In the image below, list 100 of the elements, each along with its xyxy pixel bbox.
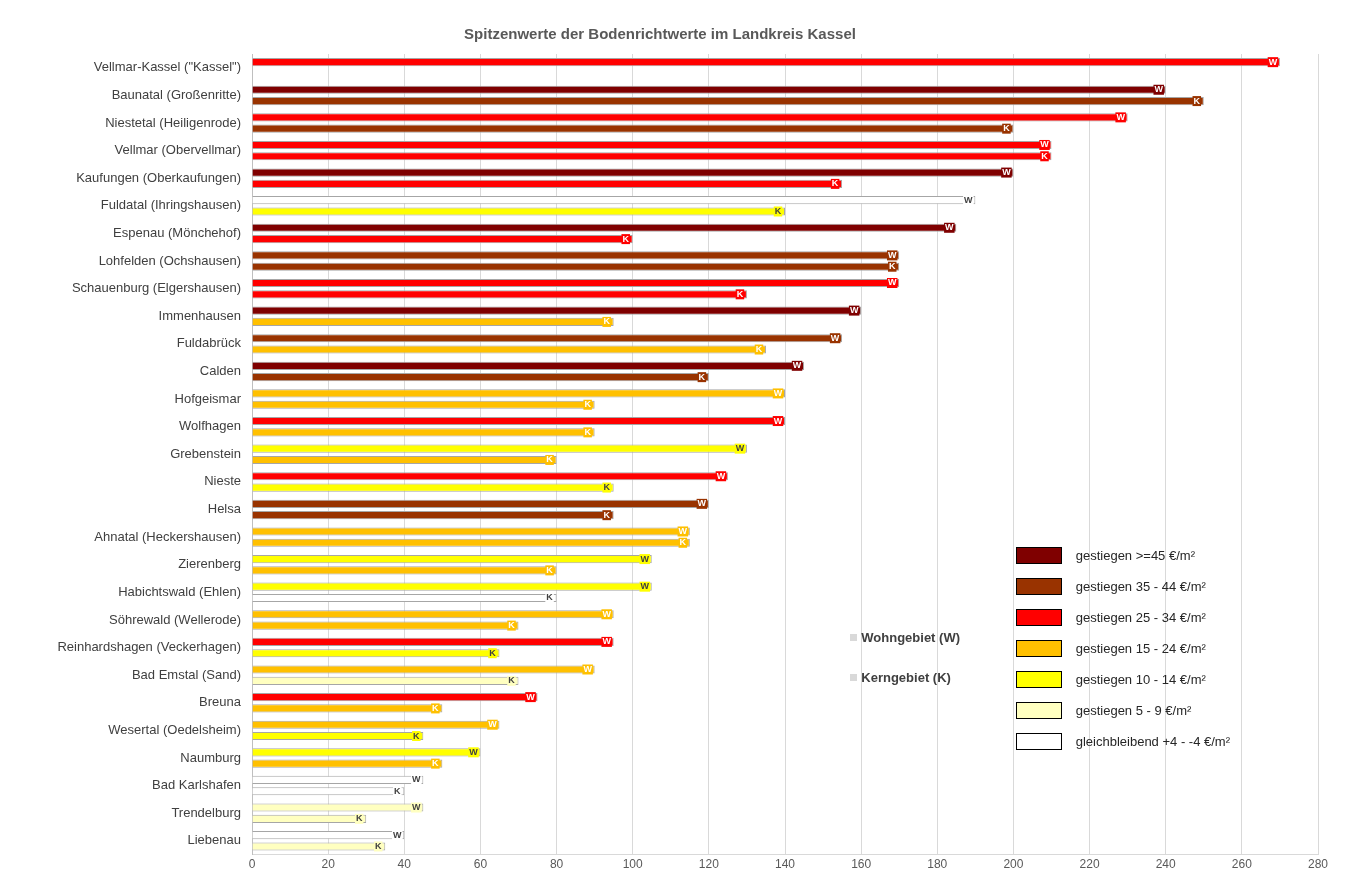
data-label: W	[887, 249, 897, 260]
data-label: K	[355, 813, 363, 824]
y-tick-label: Baunatal (Großenritte)	[111, 86, 241, 102]
y-tick-label: Wolfhagen	[179, 418, 241, 434]
y-tick-label: Söhrewald (Wellerode)	[109, 611, 241, 627]
chart-title: Spitzenwerte der Bodenrichtwerte im Landkreis Kassel	[464, 25, 856, 43]
y-tick-label: Schauenburg (Elgershausen)	[71, 280, 241, 296]
y-tick-label: Trendelburg	[171, 804, 241, 820]
data-label: K	[432, 702, 440, 713]
y-tick-label: Fuldabrück	[176, 335, 242, 351]
data-label: W	[887, 277, 897, 288]
text: Wohngebiet (W)	[861, 629, 960, 645]
x-tick-label: 100	[622, 857, 644, 872]
y-tick-label: Ahnatal (Heckershausen)	[94, 528, 241, 544]
y-tick-label: Liebenau	[187, 832, 241, 848]
data-label: K	[546, 454, 554, 465]
y-tick-label: Calden	[199, 363, 241, 379]
data-label: W	[488, 719, 498, 730]
data-label: K	[584, 426, 592, 437]
x-tick-label: 160	[851, 857, 872, 872]
data-label: K	[508, 620, 516, 631]
y-tick-label: Wesertal (Oedelsheim)	[108, 721, 241, 737]
x-tick-label: 220	[1079, 857, 1100, 872]
data-label: K	[603, 316, 611, 327]
data-label: K	[831, 178, 839, 189]
data-label: W	[773, 415, 783, 426]
data-label: W	[964, 194, 974, 205]
data-label: W	[1116, 111, 1126, 122]
data-label: K	[603, 509, 611, 520]
x-tick-label: 20	[321, 857, 336, 872]
y-tick-label: Helsa	[207, 501, 242, 517]
data-label: W	[735, 443, 745, 454]
data-label: K	[679, 537, 687, 548]
data-label: W	[678, 525, 688, 536]
data-label: W	[412, 802, 422, 813]
data-label: W	[602, 608, 612, 619]
x-tick-label: 180	[927, 857, 948, 872]
data-label: K	[508, 675, 516, 686]
y-tick-label: Bad Emstal (Sand)	[131, 666, 241, 682]
data-label: W	[773, 387, 783, 398]
y-tick-label: Kaufungen (Oberkaufungen)	[76, 169, 241, 185]
data-label: W	[583, 663, 593, 674]
x-tick-label: 280	[1307, 857, 1329, 872]
data-label: W	[393, 829, 403, 840]
x-tick-label: 60	[473, 857, 488, 872]
data-label: K	[546, 564, 554, 575]
data-label: W	[792, 360, 802, 371]
x-tick-label: 240	[1155, 857, 1177, 872]
y-tick-label: Fuldatal (Ihringshausen)	[100, 197, 241, 213]
data-label: W	[526, 691, 536, 702]
data-label: W	[640, 553, 650, 564]
x-tick-label: 120	[698, 857, 720, 872]
data-label: W	[602, 636, 612, 647]
data-label: W	[1040, 139, 1050, 150]
y-tick-label: Hofgeismar	[174, 390, 242, 406]
y-tick-label: Vellmar-Kassel ("Kassel")	[93, 59, 241, 75]
data-label: K	[489, 647, 497, 658]
data-label: K	[603, 482, 611, 493]
y-tick-label: Bad Karlshafen	[152, 777, 241, 793]
y-tick-label: Espenau (Mönchehof)	[113, 225, 241, 241]
data-label: W	[1268, 56, 1278, 67]
data-label: K	[755, 344, 763, 355]
x-tick-label: 200	[1003, 857, 1024, 872]
legend-label: gestiegen 10 - 14 €/m²	[1075, 672, 1206, 687]
data-label: K	[1003, 123, 1011, 134]
x-tick-label: 140	[774, 857, 796, 872]
data-label: W	[697, 498, 707, 509]
x-tick-label: 40	[397, 857, 412, 872]
legend-label: gestiegen 35 - 44 €/m²	[1075, 579, 1206, 594]
data-label: K	[774, 205, 782, 216]
y-tick-label: Breuna	[199, 694, 242, 710]
data-label: K	[736, 288, 744, 299]
data-label: K	[1041, 150, 1049, 161]
x-tick-label: 0	[248, 857, 256, 872]
data-label: K	[698, 371, 706, 382]
data-label: W	[1154, 84, 1164, 95]
data-label: K	[888, 261, 896, 272]
data-label: W	[830, 332, 840, 343]
data-label: W	[849, 305, 859, 316]
data-label: W	[716, 470, 726, 481]
legend-label: gestiegen 5 - 9 €/m²	[1075, 703, 1192, 718]
y-tick-label: Habichtswald (Ehlen)	[118, 583, 241, 599]
legend-label: gleichbleibend +4 - -4 €/m²	[1075, 734, 1230, 749]
data-label: K	[375, 840, 382, 851]
x-tick-label: 80	[549, 857, 564, 872]
legend-label: gestiegen 15 - 24 €/m²	[1075, 641, 1206, 656]
y-tick-label: Immenhausen	[158, 307, 241, 323]
legend-label: gestiegen >=45 €/m²	[1075, 548, 1195, 563]
y-tick-label: Zierenberg	[178, 556, 241, 572]
legend-label: gestiegen 25 - 34 €/m²	[1075, 610, 1206, 625]
x-tick-label: 260	[1231, 857, 1253, 872]
y-tick-label: Grebenstein	[170, 445, 241, 461]
y-tick-label: Reinhardshagen (Veckerhagen)	[57, 639, 241, 655]
data-label: K	[584, 399, 592, 410]
y-tick-label: Niestetal (Heiligenrode)	[105, 114, 241, 130]
data-label: K	[432, 758, 440, 769]
y-tick-label: Naumburg	[180, 749, 241, 765]
data-label: W	[640, 581, 650, 592]
y-tick-label: Lohfelden (Ochshausen)	[98, 252, 241, 268]
text: Kerngebiet (K)	[861, 669, 951, 685]
